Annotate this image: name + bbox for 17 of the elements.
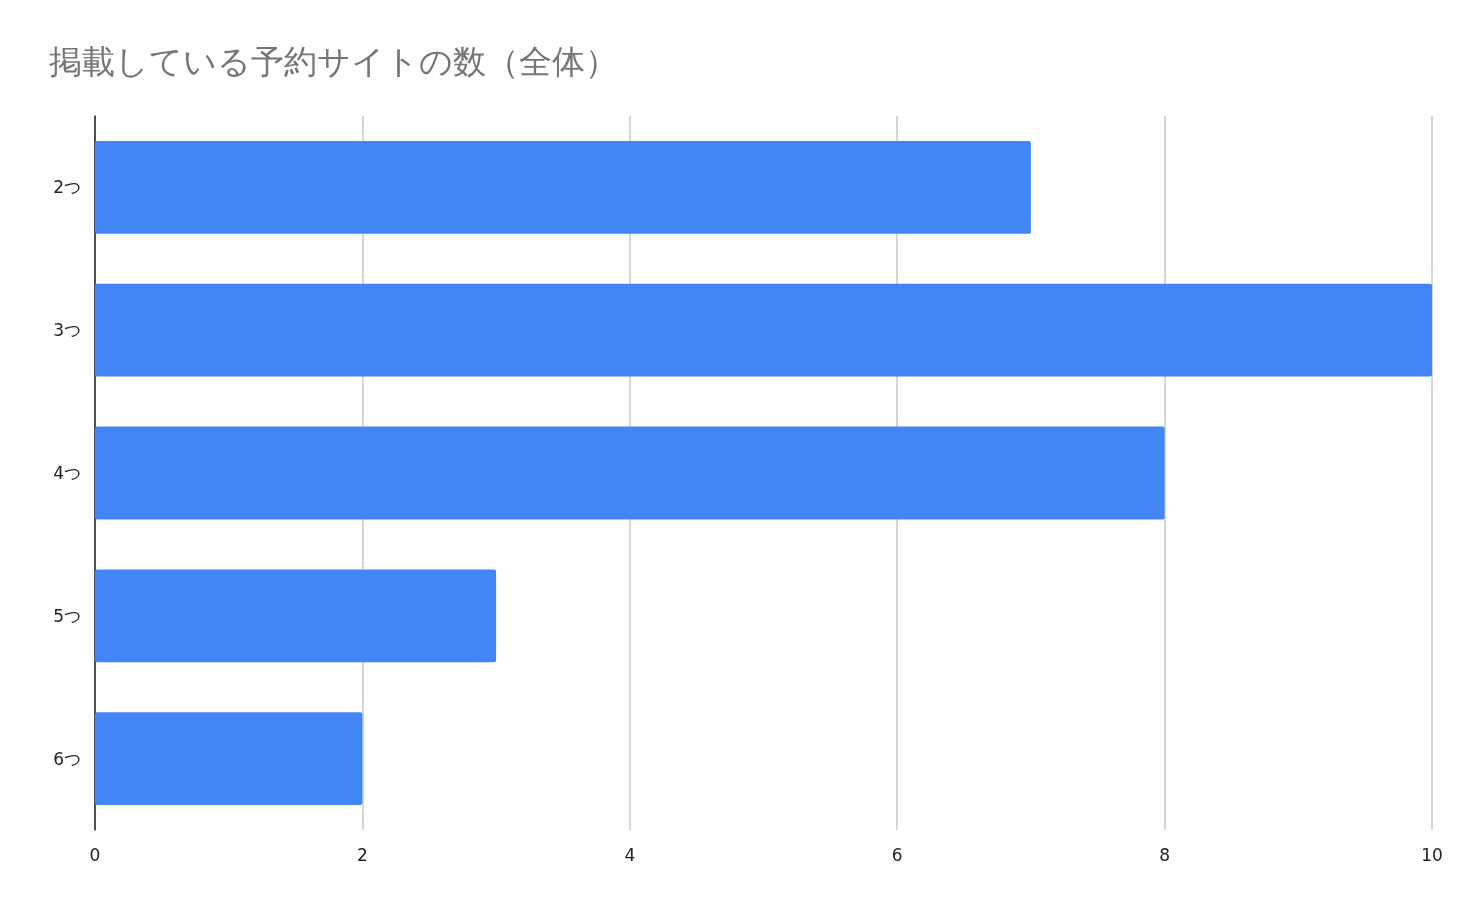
x-tick-label: 4 [624, 844, 636, 865]
y-tick-label: 2つ [53, 177, 81, 198]
x-tick-label: 6 [891, 844, 903, 865]
x-tick-label: 2 [356, 844, 368, 865]
y-tick-label: 6つ [53, 748, 81, 769]
x-tick-label: 0 [89, 844, 101, 865]
y-tick-label: 4つ [53, 463, 81, 483]
bar [95, 283, 1432, 377]
bar [95, 140, 1031, 234]
y-tick-label: 5つ [53, 605, 81, 626]
bar [95, 426, 1165, 520]
chart-title: 掲載している予約サイトの数（全体） [49, 42, 618, 81]
x-tick-label: 8 [1159, 844, 1171, 865]
x-tick-label: 10 [1421, 844, 1443, 865]
bar [95, 712, 363, 806]
y-tick-label: 3つ [53, 320, 81, 341]
bar [95, 569, 497, 663]
